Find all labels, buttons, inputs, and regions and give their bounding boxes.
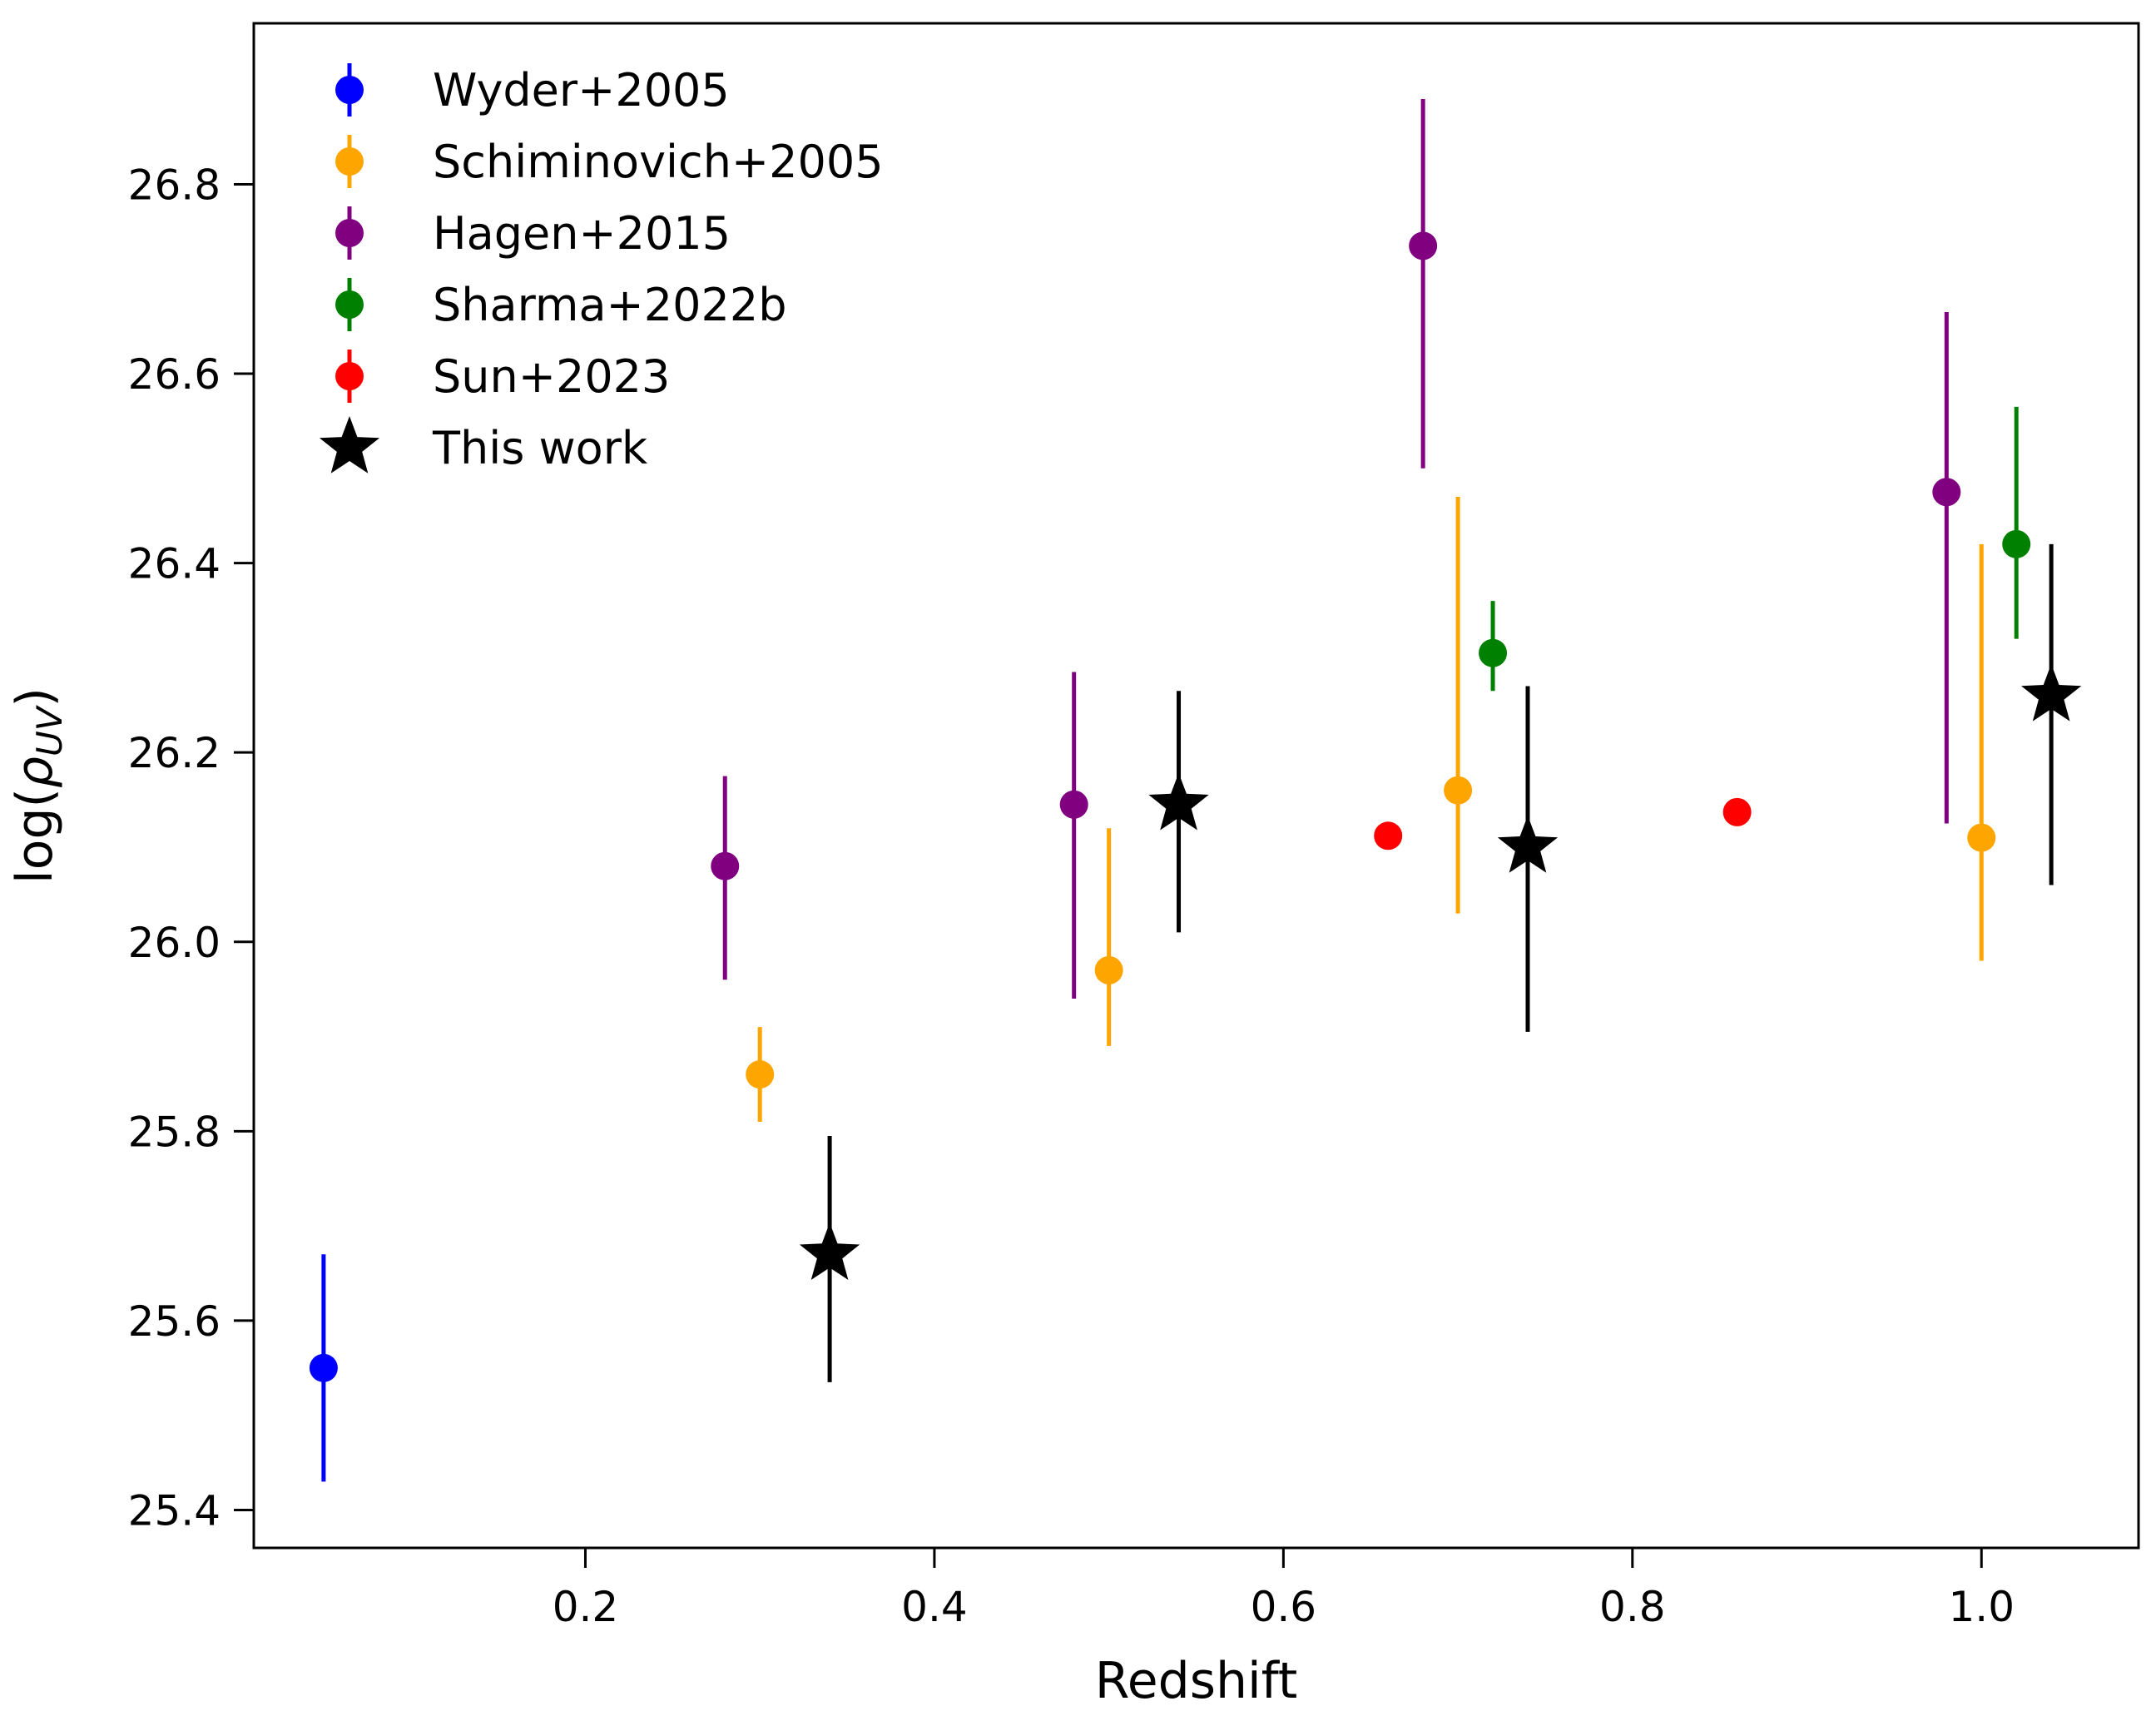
legend-marker-star <box>319 416 380 474</box>
data-point <box>1444 776 1473 805</box>
data-point <box>1967 823 1996 852</box>
y-tick-label: 26.4 <box>128 540 221 588</box>
plot-marks <box>309 99 2082 1482</box>
y-axis-label-suffix: ) <box>6 687 64 707</box>
data-point <box>1374 821 1403 851</box>
data-point <box>711 851 740 880</box>
legend-label: Hagen+2015 <box>433 207 731 260</box>
y-tick-label: 25.4 <box>128 1486 221 1535</box>
legend-marker <box>335 362 364 390</box>
legend-label: Wyder+2005 <box>433 64 730 117</box>
y-tick-label: 26.6 <box>128 350 221 399</box>
legend-label: This work <box>432 422 648 474</box>
x-axis-label: Redshift <box>1095 1652 1298 1710</box>
series-schiminovich-2005 <box>746 496 1996 1122</box>
data-point <box>1094 955 1123 984</box>
data-point <box>309 1353 338 1382</box>
data-point-star <box>1148 772 1209 831</box>
legend-item-sun-2023: Sun+2023 <box>335 350 670 403</box>
x-tick-label: 0.2 <box>553 1583 619 1631</box>
legend-label: Sun+2023 <box>433 350 670 403</box>
y-tick-label: 26.0 <box>128 919 221 967</box>
legend-item-wyder-2005: Wyder+2005 <box>335 63 730 117</box>
y-tick-label: 26.8 <box>128 161 221 209</box>
data-point <box>1409 231 1438 260</box>
y-axis-label-prefix: log( <box>6 788 64 884</box>
y-axis-label-symbol: ρ <box>6 756 64 788</box>
series-this-work <box>799 543 2082 1382</box>
data-point <box>1932 478 1961 507</box>
legend-marker <box>335 219 364 247</box>
legend-item-this-work: This work <box>319 416 648 474</box>
legend-label: Schiminovich+2005 <box>433 136 884 188</box>
x-tick-label: 0.6 <box>1251 1583 1317 1631</box>
x-tick-label: 0.4 <box>901 1583 968 1631</box>
legend-label: Sharma+2022b <box>433 279 787 331</box>
y-tick-label: 25.8 <box>128 1108 221 1156</box>
y-tick-label: 25.6 <box>128 1297 221 1346</box>
series-sharma-2022b <box>1479 406 2031 692</box>
legend-marker <box>335 147 364 176</box>
y-axis-label: log(ρUV) <box>6 687 70 884</box>
data-point <box>1722 797 1752 826</box>
legend-item-schiminovich-2005: Schiminovich+2005 <box>335 135 884 188</box>
data-point <box>1059 790 1088 819</box>
data-point <box>1479 638 1508 667</box>
y-axis-label-subscript: UV <box>29 704 70 756</box>
legend-item-hagen-2015: Hagen+2015 <box>335 206 731 260</box>
y-axis: 25.4 25.6 25.8 26.0 26.2 26.4 26.6 26.8 <box>128 161 254 1535</box>
series-sun-2023 <box>1374 797 1752 851</box>
plot-frame <box>252 22 2140 1550</box>
x-tick-label: 0.8 <box>1599 1583 1666 1631</box>
data-point-star <box>2021 663 2082 722</box>
data-point-star <box>1497 816 1559 873</box>
series-hagen-2015 <box>711 99 1961 999</box>
series-wyder-2005 <box>309 1254 338 1482</box>
data-point-star <box>799 1222 860 1280</box>
legend: Wyder+2005 Schiminovich+2005 Hagen+2015 Sha… <box>319 63 884 474</box>
legend-item-sharma-2022b: Sharma+2022b <box>335 278 787 331</box>
x-tick-label: 1.0 <box>1948 1583 2015 1631</box>
data-point <box>746 1060 775 1089</box>
legend-marker <box>335 76 364 104</box>
x-axis: 0.2 0.4 0.6 0.8 1.0 <box>553 1548 2015 1631</box>
legend-marker <box>335 290 364 319</box>
y-tick-label: 26.2 <box>128 729 221 777</box>
data-point <box>2002 529 2031 558</box>
